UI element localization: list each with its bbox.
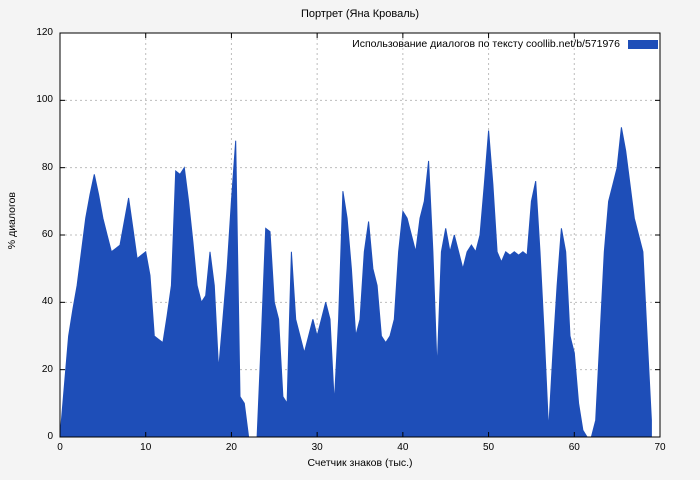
y-tick-label: 0 xyxy=(47,431,53,442)
legend-swatch xyxy=(628,39,658,49)
x-tick-label: 70 xyxy=(654,442,666,453)
x-tick-label: 0 xyxy=(57,442,63,453)
y-tick-label: 60 xyxy=(41,229,53,240)
y-tick-label: 100 xyxy=(36,94,53,106)
x-tick-label: 30 xyxy=(311,442,323,453)
x-tick-label: 10 xyxy=(140,442,152,453)
y-tick-label: 40 xyxy=(41,296,53,308)
y-axis-label: % диалогов xyxy=(6,192,18,250)
x-axis-label: Счетчик знаков (тыс.) xyxy=(307,457,413,469)
x-tick-label: 60 xyxy=(568,442,580,453)
legend-label: Использование диалогов по тексту coollib… xyxy=(352,38,620,50)
x-tick-label: 50 xyxy=(483,442,495,453)
y-tick-label: 120 xyxy=(36,27,53,38)
x-tick-label: 40 xyxy=(397,442,409,453)
legend: Использование диалогов по тексту coollib… xyxy=(352,38,658,50)
chart-title: Портрет (Яна Кроваль) xyxy=(300,8,420,20)
y-tick-label: 80 xyxy=(41,161,53,173)
area-series xyxy=(59,127,652,438)
x-tick-label: 20 xyxy=(225,442,237,453)
y-tick-label: 20 xyxy=(41,363,53,375)
